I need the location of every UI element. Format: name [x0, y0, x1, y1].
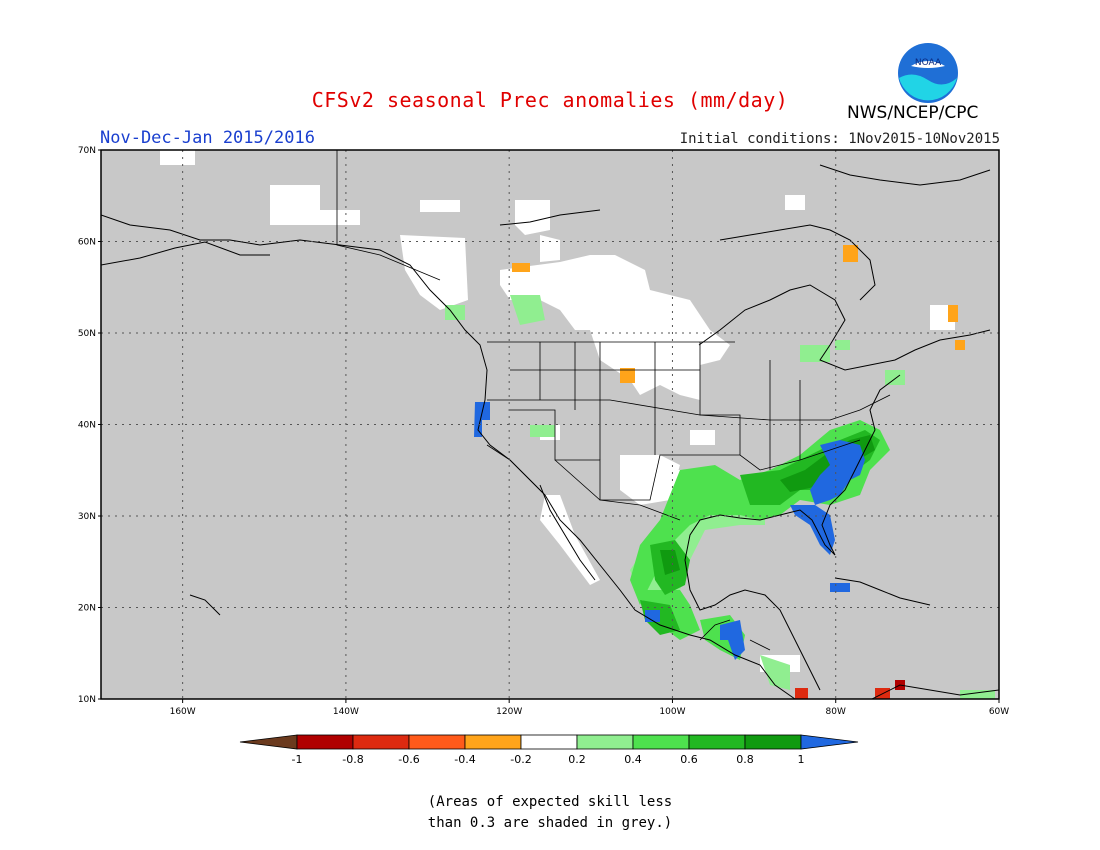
- colorbar-tick-label: -0.4: [454, 753, 475, 766]
- colorbar-swatch: [296, 734, 354, 750]
- colorbar-right-arrow: [800, 734, 859, 750]
- colorbar-tick-label: 0.8: [736, 753, 754, 766]
- colorbar-swatch: [576, 734, 634, 750]
- colorbar-swatch: [744, 734, 802, 750]
- chart-title: CFSv2 seasonal Prec anomalies (mm/day): [311, 88, 789, 112]
- lat-tick-label: 20N: [78, 604, 96, 614]
- lat-tick-label: 50N: [78, 329, 96, 339]
- logo-text: NOAA: [915, 58, 942, 68]
- lat-tick-label: 60N: [78, 238, 96, 248]
- initial-conditions: Initial conditions: 1Nov2015-10Nov2015: [679, 131, 1000, 147]
- colorbar-swatch: [520, 734, 578, 750]
- lat-tick-label: 30N: [78, 512, 96, 522]
- colorbar-tick-label: 1: [798, 753, 805, 766]
- org-label: NWS/NCEP/CPC: [847, 103, 979, 123]
- political-borders: [336, 150, 891, 651]
- coastlines: [101, 164, 999, 699]
- longitude-labels: 160W 140W 120W 100W 80W 60W: [170, 699, 1009, 717]
- skill-note-line2: than 0.3 are shaded in grey.): [427, 815, 673, 831]
- colorbar-swatch: [632, 734, 690, 750]
- noaa-logo: NOAA: [898, 43, 958, 103]
- lat-tick-label: 10N: [78, 695, 96, 705]
- colorbar-swatch: [688, 734, 746, 750]
- colorbar-left-arrow: [239, 734, 298, 750]
- lat-tick-label: 40N: [78, 421, 96, 431]
- colorbar-tick-label: 0.2: [568, 753, 586, 766]
- colorbar-tick-label: -0.8: [342, 753, 363, 766]
- lat-tick-label: 70N: [78, 146, 96, 156]
- colorbar-tick-label: -1: [292, 753, 303, 766]
- latitude-labels: 70N 60N 50N 40N 30N 20N 10N: [78, 146, 101, 705]
- skill-note-line1: (Areas of expected skill less: [427, 794, 673, 810]
- anomaly-orange: [512, 245, 965, 383]
- colorbar-labels: -1 -0.8 -0.6 -0.4 -0.2 0.2 0.4 0.6 0.8 1: [292, 753, 805, 766]
- colorbar-tick-label: 0.6: [680, 753, 698, 766]
- forecast-period: Nov-Dec-Jan 2015/2016: [100, 128, 315, 148]
- colorbar-swatch: [464, 734, 522, 750]
- lon-tick-label: 60W: [989, 707, 1009, 717]
- lon-tick-label: 100W: [659, 707, 685, 717]
- colorbar-tick-label: -0.2: [510, 753, 531, 766]
- colorbar-tick-label: 0.4: [624, 753, 642, 766]
- colorbar-tick-label: -0.6: [398, 753, 419, 766]
- colorbar-swatch: [352, 734, 410, 750]
- lon-tick-label: 160W: [170, 707, 196, 717]
- skill-note: (Areas of expected skill less than 0.3 a…: [0, 792, 1100, 834]
- lon-tick-label: 140W: [333, 707, 359, 717]
- lon-tick-label: 120W: [496, 707, 522, 717]
- colorbar-swatch: [408, 734, 466, 750]
- lon-tick-label: 80W: [826, 707, 846, 717]
